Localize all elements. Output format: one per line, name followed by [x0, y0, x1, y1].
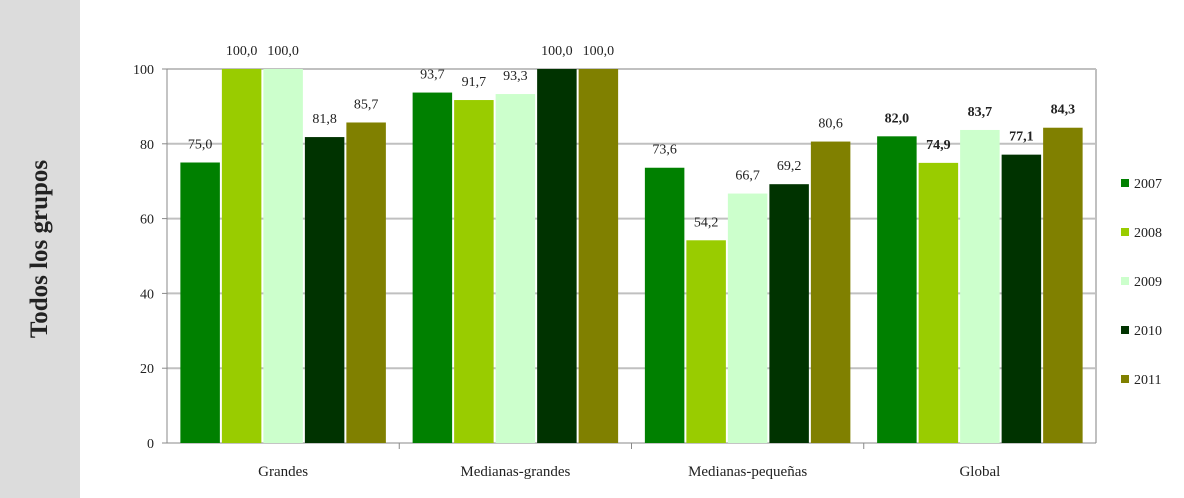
- y-tick-label: 20: [140, 362, 154, 377]
- y-tick-label: 100: [133, 63, 154, 78]
- data-label: 83,7: [968, 105, 993, 120]
- data-label: 80,6: [818, 117, 843, 132]
- legend-swatch: [1121, 277, 1129, 285]
- y-tick-label: 40: [140, 287, 154, 302]
- bar-2010: [537, 69, 577, 443]
- bar-2008: [686, 240, 726, 443]
- bar-2010: [1001, 154, 1042, 443]
- legend-label: 2007: [1134, 177, 1162, 192]
- data-label: 100,0: [583, 44, 615, 59]
- data-label: 74,9: [926, 138, 951, 153]
- side-title: Todos los grupos: [26, 159, 53, 339]
- bar-2008: [454, 100, 494, 444]
- legend-swatch: [1121, 375, 1129, 383]
- y-tick-label: 60: [140, 213, 154, 228]
- legend-swatch: [1121, 179, 1129, 187]
- data-label: 100,0: [267, 44, 299, 59]
- legend-swatch: [1121, 228, 1129, 236]
- data-label: 75,0: [188, 138, 213, 153]
- x-tick-label: Medianas-pequeñas: [688, 464, 807, 480]
- bar-2011: [578, 69, 619, 443]
- data-label: 84,3: [1051, 103, 1076, 118]
- data-label: 93,7: [420, 68, 445, 83]
- side-panel: Todos los grupos: [0, 0, 80, 498]
- y-tick-label: 80: [140, 138, 154, 153]
- bar-2010: [304, 137, 345, 443]
- legend-label: 2009: [1134, 275, 1162, 290]
- data-label: 69,2: [777, 159, 802, 174]
- bar-2007: [412, 92, 453, 443]
- bar-2009: [495, 94, 536, 444]
- legend-label: 2010: [1134, 324, 1162, 339]
- bar-2009: [960, 129, 1000, 443]
- legend-swatch: [1121, 326, 1129, 334]
- bar-2010: [769, 184, 809, 443]
- bar-2009: [727, 193, 768, 443]
- data-label: 66,7: [735, 169, 760, 184]
- data-label: 54,2: [694, 215, 719, 230]
- data-label: 91,7: [462, 75, 487, 90]
- data-label: 93,3: [503, 69, 528, 84]
- bar-2011: [346, 122, 386, 444]
- x-tick-label: Medianas-grandes: [460, 464, 570, 480]
- data-label: 85,7: [354, 97, 379, 112]
- bar-2007: [180, 162, 220, 443]
- y-tick-label: 0: [147, 437, 154, 452]
- data-label: 81,8: [312, 112, 337, 127]
- legend-label: 2008: [1134, 226, 1162, 241]
- bar-2008: [918, 162, 959, 443]
- data-label: 100,0: [226, 44, 258, 59]
- bar-2009: [263, 69, 303, 443]
- bar-2007: [644, 167, 685, 443]
- data-label: 100,0: [541, 44, 573, 59]
- bar-2008: [221, 69, 262, 443]
- bar-2011: [810, 141, 851, 443]
- bar-2007: [877, 136, 917, 443]
- data-label: 82,0: [885, 111, 910, 126]
- bar-2011: [1043, 127, 1083, 443]
- legend-label: 2011: [1134, 373, 1161, 388]
- data-label: 73,6: [652, 143, 677, 158]
- x-tick-label: Grandes: [258, 464, 308, 480]
- bar-chart: 0 20 40 60 80 100 75,0 100,0 100,0 81,8 85,7 Grande…: [133, 44, 1162, 480]
- data-label: 77,1: [1009, 130, 1034, 145]
- x-tick-label: Global: [959, 464, 1000, 480]
